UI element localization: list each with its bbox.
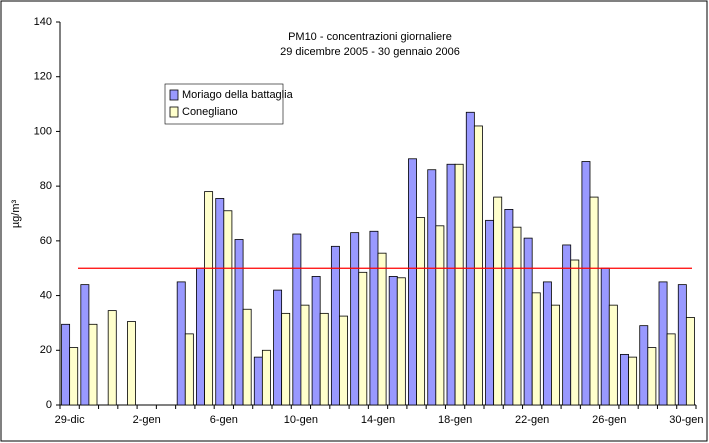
- x-tick-label: 10-gen: [284, 414, 318, 426]
- x-tick-label: 29-dic: [55, 414, 85, 426]
- bar: [358, 271, 368, 406]
- legend-swatch: [169, 89, 179, 101]
- legend-swatch: [169, 106, 179, 118]
- bar: [69, 347, 79, 406]
- bar: [639, 325, 649, 406]
- bar: [223, 210, 233, 406]
- bar: [127, 321, 136, 406]
- bar: [196, 267, 205, 406]
- bar: [281, 312, 291, 406]
- bar: [377, 252, 387, 406]
- x-tick-label: 22-gen: [515, 414, 549, 426]
- bar: [350, 232, 360, 406]
- x-tick-label: 6-gen: [210, 414, 238, 426]
- bar: [485, 219, 495, 406]
- bar: [204, 191, 214, 406]
- y-axis-label: µg/m³: [10, 199, 22, 228]
- chart-title: PM10 - concentrazioni giornaliere: [288, 31, 452, 43]
- x-tick-label: 26-gen: [592, 414, 626, 426]
- bar: [80, 284, 90, 406]
- bar: [416, 217, 426, 406]
- bar: [473, 125, 483, 406]
- bar: [273, 289, 283, 406]
- bar: [504, 208, 514, 406]
- x-tick-label: 30-gen: [669, 414, 703, 426]
- bar: [61, 323, 71, 406]
- bar: [292, 233, 302, 406]
- bar: [685, 317, 695, 406]
- y-tick-label: 40: [40, 289, 52, 301]
- bar: [465, 111, 475, 406]
- bar: [531, 292, 541, 406]
- bar: [388, 276, 398, 406]
- bar: [551, 304, 560, 406]
- x-tick-label: 14-gen: [361, 414, 395, 426]
- y-tick-label: 80: [40, 180, 52, 192]
- x-tick-label: 18-gen: [438, 414, 472, 426]
- bar: [88, 323, 98, 406]
- bar: [261, 349, 271, 406]
- bar: [242, 308, 252, 406]
- legend: [164, 83, 284, 125]
- bar: [311, 276, 321, 406]
- y-tick-label: 20: [40, 344, 52, 356]
- bar: [493, 196, 503, 406]
- bar: [234, 239, 244, 406]
- bar: [562, 244, 572, 406]
- bar: [542, 281, 552, 406]
- bar: [570, 259, 580, 406]
- bar: [300, 304, 310, 406]
- bar: [396, 277, 406, 406]
- bar: [408, 158, 417, 406]
- y-tick-label: 100: [34, 125, 52, 137]
- bar: [628, 356, 638, 406]
- bar: [253, 356, 263, 406]
- y-tick-label: 0: [46, 399, 52, 411]
- bar: [369, 230, 379, 406]
- bar: [319, 312, 329, 406]
- bar: [658, 281, 668, 406]
- y-tick-label: 140: [34, 16, 52, 28]
- bar: [523, 237, 533, 406]
- bar: [512, 226, 522, 406]
- y-tick-label: 60: [40, 235, 52, 247]
- bar: [608, 304, 618, 406]
- bar: [589, 196, 599, 406]
- bar: [600, 267, 610, 406]
- y-tick-label: 120: [34, 71, 52, 83]
- legend-label: Moriago della battaglia: [182, 89, 294, 101]
- bar: [176, 281, 186, 406]
- bar: [215, 198, 225, 406]
- chart-subtitle: 29 dicembre 2005 - 30 gennaio 2006: [280, 46, 460, 58]
- bar: [107, 310, 117, 406]
- bar: [677, 284, 687, 406]
- bar: [427, 169, 437, 406]
- bar: [184, 333, 194, 406]
- bar: [339, 315, 348, 406]
- bar: [581, 161, 591, 406]
- legend-label: Conegliano: [182, 106, 238, 118]
- bar: [620, 353, 629, 406]
- bar: [435, 225, 445, 406]
- bar: [446, 163, 456, 406]
- x-tick-label: 2-gen: [133, 414, 161, 426]
- bar: [454, 163, 464, 406]
- bar: [666, 333, 676, 406]
- bar: [330, 245, 340, 406]
- bar: [647, 347, 657, 406]
